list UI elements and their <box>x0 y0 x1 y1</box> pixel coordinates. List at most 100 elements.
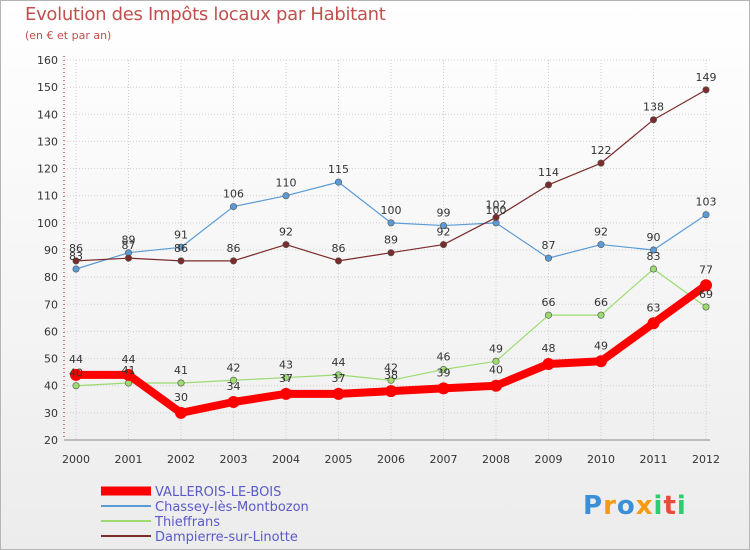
data-label: 114 <box>538 166 559 179</box>
x-tick-label: 2002 <box>167 453 195 466</box>
data-point <box>544 311 552 319</box>
x-tick-label: 2012 <box>692 453 720 466</box>
data-point <box>437 382 450 395</box>
data-label: 83 <box>647 250 661 263</box>
data-point <box>544 254 552 262</box>
data-point <box>175 406 187 419</box>
y-tick-label: 80 <box>44 271 58 284</box>
data-label: 66 <box>594 296 608 309</box>
data-point <box>230 203 238 211</box>
data-point <box>700 279 712 292</box>
legend-label: Thieffrans <box>154 515 220 530</box>
data-label: 89 <box>384 234 398 247</box>
data-label: 34 <box>227 380 241 393</box>
data-point <box>492 213 500 221</box>
data-point <box>649 246 657 254</box>
data-label: 40 <box>69 367 83 380</box>
y-tick-label: 130 <box>37 135 58 148</box>
data-labels: 83 89 91 106 110 115 100 99 100 87 92 90 103 40 41 41 42… <box>69 71 717 404</box>
data-label: 138 <box>643 101 664 114</box>
legend-label: VALLEROIS-LE-BOIS <box>155 485 281 500</box>
x-tick-label: 2006 <box>377 453 405 466</box>
logo-letter: t <box>663 491 677 521</box>
y-tick-label: 100 <box>37 217 58 230</box>
data-point <box>439 241 447 249</box>
data-label: 87 <box>542 239 556 252</box>
data-point <box>649 265 657 273</box>
axes: 20 30 40 50 60 70 80 90 100 110 120 130 140 150 160 200… <box>37 54 720 466</box>
data-label: 92 <box>279 226 293 239</box>
y-tick-label: 150 <box>37 81 58 94</box>
data-label: 49 <box>489 342 503 355</box>
data-label: 41 <box>174 364 188 377</box>
logo-letter: i <box>653 491 664 521</box>
data-label: 99 <box>437 207 451 220</box>
data-label: 102 <box>486 198 507 211</box>
data-label: 38 <box>384 369 398 382</box>
data-label: 110 <box>276 177 297 190</box>
x-tick-label: 2010 <box>587 453 615 466</box>
chart-subtitle: (en € et par an) <box>25 29 112 42</box>
y-tick-label: 50 <box>44 353 58 366</box>
data-point <box>387 219 395 227</box>
data-point <box>72 382 80 390</box>
legend-label: Dampierre-sur-Linotte <box>155 530 298 545</box>
y-tick-label: 90 <box>44 244 58 257</box>
data-point <box>70 368 82 381</box>
data-point <box>334 371 342 379</box>
data-label: 39 <box>437 366 451 379</box>
data-label: 91 <box>174 228 188 241</box>
data-label: 69 <box>699 288 713 301</box>
data-point <box>282 374 290 382</box>
data-point <box>387 249 395 257</box>
data-label: 48 <box>542 342 556 355</box>
data-label: 149 <box>696 71 717 84</box>
data-point <box>387 376 395 384</box>
logo-letter: r <box>603 491 617 521</box>
data-label: 44 <box>69 353 83 366</box>
data-point <box>332 387 345 400</box>
data-point <box>439 222 447 230</box>
data-point <box>177 243 185 251</box>
legend: VALLEROIS-LE-BOISChassey-lès-MontbozonTh… <box>101 485 309 545</box>
data-point <box>72 265 80 273</box>
y-tick-label: 60 <box>44 325 58 338</box>
data-label: 66 <box>542 296 556 309</box>
data-point <box>334 257 342 265</box>
data-label: 40 <box>489 364 503 377</box>
data-point <box>282 241 290 249</box>
data-point <box>177 379 185 387</box>
data-label: 77 <box>699 263 713 276</box>
data-label: 30 <box>174 391 188 404</box>
y-tick-label: 160 <box>37 54 58 67</box>
x-tick-label: 2003 <box>220 453 248 466</box>
data-label: 43 <box>279 359 293 372</box>
data-point <box>125 254 133 262</box>
data-label: 37 <box>279 372 293 385</box>
data-point <box>702 211 710 219</box>
data-label: 83 <box>69 250 83 263</box>
data-label: 90 <box>647 231 661 244</box>
data-point <box>230 376 238 384</box>
data-label: 100 <box>486 204 507 217</box>
logo-letter: i <box>676 491 687 521</box>
data-point <box>597 241 605 249</box>
data-label: 46 <box>437 350 451 363</box>
data-label: 41 <box>122 364 136 377</box>
data-label: 42 <box>384 361 398 374</box>
data-label: 44 <box>122 353 136 366</box>
y-tick-label: 20 <box>44 434 58 447</box>
y-tick-label: 30 <box>44 407 58 420</box>
x-tick-label: 2001 <box>115 453 143 466</box>
data-label: 42 <box>227 361 241 374</box>
y-tick-label: 70 <box>44 298 58 311</box>
data-point <box>227 396 240 408</box>
data-point <box>280 387 292 400</box>
data-label: 100 <box>381 204 402 217</box>
data-label: 103 <box>696 196 717 209</box>
data-label: 92 <box>437 226 451 239</box>
grid-lines <box>64 59 710 441</box>
data-label: 86 <box>332 242 346 255</box>
